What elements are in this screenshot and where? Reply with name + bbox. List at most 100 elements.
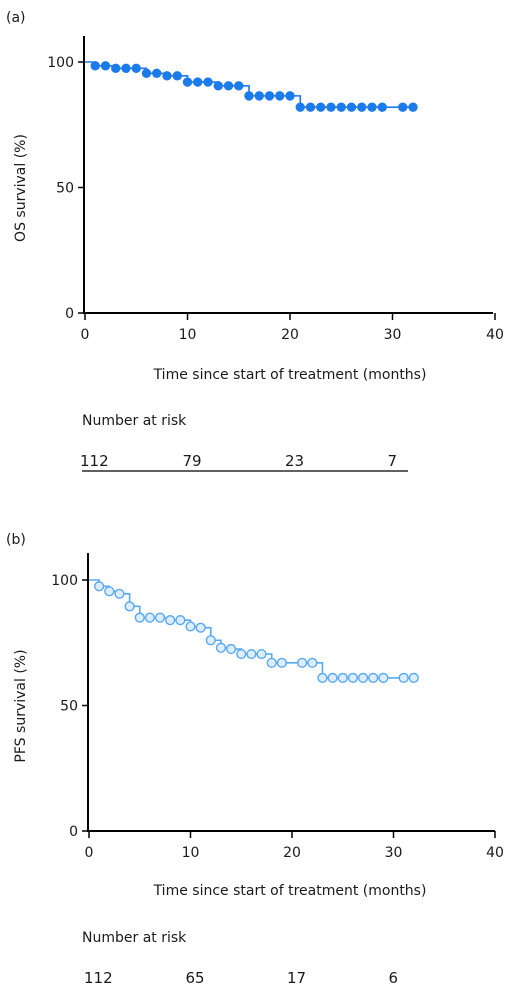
panel-b-x-tick-label-3: 30	[385, 845, 403, 861]
panel-b-censor-marks	[94, 581, 419, 683]
panel-b-data-point-16	[246, 648, 257, 660]
panel-a-data-point-18	[264, 91, 275, 101]
panel-b-data-point-22	[317, 672, 328, 683]
panel-b: (b) PFS survival (%) 0 50 100 0 10 20 30 40 Ti…	[6, 532, 504, 987]
panel-b-data-point-7	[154, 612, 166, 623]
panel-a-x-tick-label-0: 0	[81, 327, 90, 343]
panel-b-data-point-8	[165, 615, 176, 626]
panel-b-label: (b)	[6, 532, 26, 548]
panel-a-y-tick-label-2: 100	[47, 55, 74, 71]
panel-b-data-point-29	[398, 672, 409, 683]
panel-a-data-point-5	[131, 63, 141, 73]
panel-a-risk-title: Number at risk	[82, 413, 187, 429]
panel-b-x-ticks: 0 10 20 30 40	[85, 831, 504, 861]
panel-b-x-tick-label-1: 10	[182, 845, 200, 861]
panel-a-data-point-27	[357, 102, 367, 112]
panel-a-os-curve	[85, 61, 413, 108]
panel-a-data-point-23	[316, 102, 326, 112]
panel-a-data-point-22	[305, 102, 316, 112]
panel-b-risk-title: Number at risk	[82, 930, 187, 946]
panel-a-data-point-2	[100, 61, 111, 71]
panel-a-y-tick-label-1: 50	[56, 181, 74, 197]
panel-b-x-tick-label-0: 0	[85, 845, 94, 861]
panel-b-y-tick-label-1: 50	[60, 699, 78, 715]
panel-b-y-axis-label: PFS survival (%)	[13, 649, 29, 762]
panel-a-risk-values: 112 79 23 7	[80, 452, 397, 470]
panel-a-data-point-19	[275, 91, 285, 101]
panel-a-data-point-11	[193, 77, 203, 87]
panel-b-data-point-23	[327, 672, 338, 683]
panel-a-data-point-29	[377, 102, 387, 112]
panel-a-data-point-8	[162, 71, 172, 81]
panel-b-data-point-4	[124, 601, 135, 612]
panel-a-data-point-21	[295, 102, 305, 112]
panel-a-data-point-16	[244, 91, 254, 101]
panel-a-y-ticks: 0 50 100	[47, 55, 85, 322]
panel-b-data-point-17	[256, 648, 267, 660]
panel-b-data-point-13	[215, 642, 227, 653]
panel-a-data-point-31	[408, 102, 418, 112]
panel-b-data-point-28	[378, 672, 389, 683]
panel-b-data-point-2	[104, 586, 115, 597]
panel-a-y-axis-label: OS survival (%)	[13, 134, 29, 242]
panel-b-risk-value-2: 17	[287, 969, 306, 987]
panel-a-data-point-10	[182, 77, 193, 87]
panel-a-censor-marks	[90, 61, 418, 112]
panel-b-data-point-5	[134, 612, 145, 623]
panel-b-data-point-11	[195, 622, 206, 633]
panel-a-data-point-24	[326, 102, 336, 112]
panel-b-data-point-9	[175, 615, 186, 626]
panel-b-data-point-10	[185, 621, 196, 632]
panel-b-data-point-14	[226, 643, 237, 655]
panel-b-data-point-27	[368, 672, 379, 683]
panel-b-data-point-30	[408, 672, 419, 683]
panel-a-data-point-25	[336, 102, 346, 112]
panel-b-risk-value-0: 112	[84, 969, 113, 987]
panel-a: (a) OS survival (%) 0 50 100 0 10 20 30 40 Tim…	[6, 10, 504, 472]
panel-b-data-point-25	[347, 672, 359, 683]
panel-a-x-tick-label-4: 40	[486, 327, 504, 343]
panel-a-risk-value-3: 7	[388, 452, 398, 470]
panel-b-data-point-20	[297, 657, 308, 668]
panel-a-x-tick-label-3: 30	[384, 327, 402, 343]
panel-b-data-point-26	[357, 672, 369, 683]
panel-a-data-point-12	[203, 77, 213, 87]
panel-b-data-point-12	[205, 635, 216, 646]
panel-a-data-point-13	[213, 81, 223, 91]
panel-b-pfs-curve	[89, 579, 414, 679]
panel-a-risk-value-1: 79	[183, 452, 202, 470]
panel-a-y-tick-label-0: 0	[65, 306, 74, 322]
panel-b-data-point-19	[276, 657, 287, 668]
panel-a-data-point-17	[254, 91, 264, 101]
panel-a-x-tick-label-1: 10	[179, 327, 197, 343]
panel-a-x-axis-label: Time since start of treatment (months)	[153, 367, 427, 383]
panel-a-x-ticks: 0 10 20 30 40	[81, 313, 504, 343]
panel-a-data-point-28	[367, 102, 377, 112]
panel-b-x-tick-label-4: 40	[486, 845, 504, 861]
panel-b-data-point-24	[337, 672, 348, 683]
panel-a-data-point-1	[90, 61, 100, 71]
panel-a-data-point-6	[141, 68, 152, 78]
panel-a-x-tick-label-2: 20	[281, 327, 299, 343]
panel-a-data-point-30	[398, 102, 408, 112]
panel-a-data-point-20	[285, 91, 295, 101]
panel-b-x-axis-label: Time since start of treatment (months)	[153, 883, 427, 899]
panel-a-data-point-9	[172, 71, 182, 81]
panel-b-risk-value-3: 6	[389, 969, 399, 987]
panel-b-data-point-3	[114, 588, 125, 599]
panel-b-data-point-15	[236, 648, 247, 660]
panel-b-risk-values: 112 65 17 6	[84, 969, 398, 987]
panel-a-data-point-26	[346, 102, 357, 112]
panel-a-data-point-15	[234, 81, 244, 91]
panel-a-data-point-3	[111, 63, 121, 73]
panel-b-y-tick-label-0: 0	[69, 824, 78, 840]
panel-a-risk-value-2: 23	[285, 452, 304, 470]
panel-a-data-point-4	[121, 63, 131, 73]
panel-a-data-point-14	[223, 81, 234, 91]
panel-b-data-point-1	[94, 581, 105, 592]
panel-b-data-point-18	[266, 657, 277, 668]
panel-b-data-point-6	[144, 612, 156, 623]
panel-a-label: (a)	[6, 10, 26, 26]
